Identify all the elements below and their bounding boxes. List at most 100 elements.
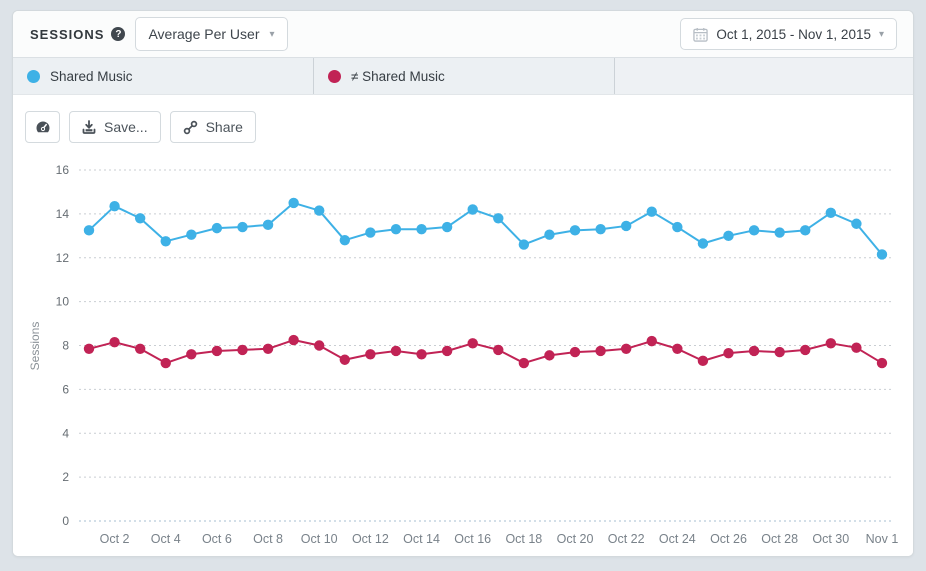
- data-point[interactable]: [825, 338, 837, 349]
- data-point[interactable]: [518, 239, 530, 250]
- data-point[interactable]: [339, 354, 350, 365]
- data-point[interactable]: [851, 218, 862, 229]
- data-point[interactable]: [365, 227, 376, 238]
- share-button[interactable]: Share: [169, 111, 256, 143]
- series-color-dot: [27, 69, 40, 83]
- data-point[interactable]: [723, 230, 734, 242]
- data-point[interactable]: [314, 205, 325, 216]
- data-point[interactable]: [646, 335, 657, 347]
- data-point[interactable]: [237, 221, 248, 233]
- data-point[interactable]: [83, 225, 95, 236]
- x-axis-tick-label: Oct 30: [812, 532, 849, 546]
- data-point[interactable]: [748, 345, 760, 357]
- data-point[interactable]: [441, 345, 453, 357]
- data-point[interactable]: [339, 235, 350, 246]
- data-point[interactable]: [109, 337, 120, 348]
- date-range-picker[interactable]: Oct 1, 2015 - Nov 1, 2015 ▾: [680, 18, 897, 50]
- data-point[interactable]: [160, 357, 171, 369]
- data-point[interactable]: [851, 342, 862, 353]
- y-axis-tick-label: 6: [62, 382, 69, 396]
- metric-dropdown[interactable]: Average Per User ▾: [135, 17, 288, 51]
- x-axis-tick-label: Oct 20: [557, 532, 594, 546]
- legend-row: Shared Music ≠ Shared Music: [13, 57, 913, 95]
- data-point[interactable]: [288, 334, 299, 346]
- x-axis-tick-label: Oct 10: [301, 532, 338, 546]
- save-button-label: Save...: [104, 119, 148, 135]
- data-point[interactable]: [646, 206, 657, 217]
- legend-tab-shared-music[interactable]: Shared Music: [13, 58, 314, 94]
- data-point[interactable]: [620, 220, 632, 232]
- data-point[interactable]: [569, 225, 581, 236]
- legend-tab-not-shared-music[interactable]: ≠ Shared Music: [314, 58, 615, 94]
- data-point[interactable]: [493, 213, 504, 224]
- chart-style-button[interactable]: [25, 111, 60, 143]
- data-point[interactable]: [697, 238, 709, 249]
- x-axis-tick-label: Oct 28: [761, 532, 798, 546]
- data-point[interactable]: [569, 346, 581, 358]
- data-point[interactable]: [723, 347, 734, 359]
- data-point[interactable]: [186, 229, 197, 240]
- series-line: [88, 339, 883, 365]
- data-point[interactable]: [748, 225, 760, 236]
- data-point[interactable]: [876, 249, 888, 260]
- data-point[interactable]: [800, 344, 811, 356]
- data-point[interactable]: [83, 343, 95, 354]
- y-axis-title: Sessions: [28, 322, 42, 371]
- data-point[interactable]: [160, 236, 171, 247]
- data-point[interactable]: [595, 345, 606, 357]
- data-point[interactable]: [620, 343, 632, 354]
- legend-label: ≠ Shared Music: [351, 68, 445, 84]
- data-point[interactable]: [697, 355, 709, 367]
- y-axis-tick-label: 12: [56, 251, 70, 265]
- data-point[interactable]: [416, 349, 427, 360]
- data-point[interactable]: [186, 349, 197, 360]
- page-title: SESSIONS: [30, 26, 105, 42]
- data-point[interactable]: [595, 224, 606, 235]
- data-point[interactable]: [262, 219, 274, 231]
- data-point[interactable]: [365, 349, 376, 360]
- chart-panel: Save... Share 0 2 4 6 8 10 12 14 16 Sessions Oct 2…: [13, 95, 914, 557]
- data-point[interactable]: [774, 346, 785, 358]
- x-axis-tick-label: Oct 16: [454, 532, 491, 546]
- data-point[interactable]: [109, 200, 120, 212]
- help-icon[interactable]: ?: [111, 27, 126, 41]
- data-point[interactable]: [493, 344, 504, 356]
- chevron-down-icon: ▾: [269, 28, 275, 40]
- data-point[interactable]: [672, 343, 683, 354]
- data-point[interactable]: [390, 345, 402, 357]
- data-point[interactable]: [467, 338, 478, 349]
- report-header: SESSIONS ? Average Per User ▾ Oct 1, 201…: [13, 11, 913, 57]
- data-point[interactable]: [211, 345, 223, 357]
- x-axis-tick-label: Oct 18: [505, 532, 542, 546]
- data-point[interactable]: [672, 221, 683, 233]
- data-point[interactable]: [774, 227, 785, 238]
- data-point[interactable]: [800, 225, 811, 236]
- data-point[interactable]: [416, 224, 427, 235]
- y-axis-tick-label: 10: [56, 295, 70, 309]
- data-point[interactable]: [262, 343, 274, 354]
- data-point[interactable]: [544, 229, 555, 240]
- data-point[interactable]: [825, 207, 837, 218]
- data-point[interactable]: [518, 357, 530, 369]
- data-point[interactable]: [134, 213, 146, 224]
- gauge-icon: [36, 121, 49, 133]
- y-axis-tick-label: 0: [62, 514, 69, 528]
- data-point[interactable]: [314, 340, 325, 351]
- chevron-down-icon: ▾: [878, 28, 884, 40]
- data-point[interactable]: [876, 357, 888, 369]
- sessions-chart[interactable]: 0 2 4 6 8 10 12 14 16 Sessions Oct 2 Oct 4 Oct 6 Oct …: [13, 151, 914, 557]
- y-axis-tick-label: 16: [56, 163, 70, 177]
- save-button[interactable]: Save...: [69, 111, 161, 143]
- x-axis-tick-label: Oct 26: [710, 532, 747, 546]
- y-axis-tick-label: 2: [62, 470, 69, 484]
- data-point[interactable]: [288, 197, 299, 209]
- data-point[interactable]: [237, 344, 248, 356]
- data-point[interactable]: [134, 343, 146, 354]
- sessions-report-card: SESSIONS ? Average Per User ▾ Oct 1, 201…: [12, 10, 914, 557]
- data-point[interactable]: [544, 350, 555, 361]
- data-point[interactable]: [441, 221, 453, 233]
- data-point[interactable]: [467, 204, 478, 215]
- x-axis-tick-label: Oct 14: [403, 532, 440, 546]
- data-point[interactable]: [390, 224, 402, 235]
- data-point[interactable]: [211, 222, 223, 234]
